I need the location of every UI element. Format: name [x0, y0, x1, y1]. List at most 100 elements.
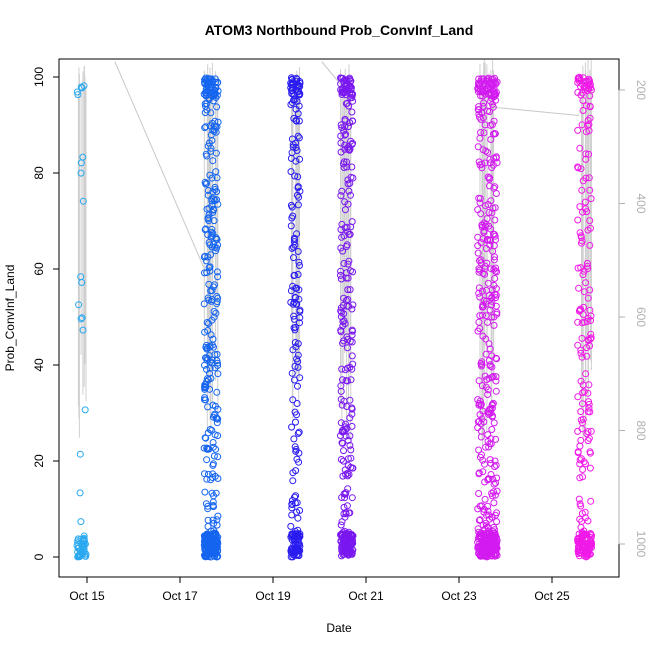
data-point — [292, 105, 300, 113]
data-point — [210, 308, 218, 315]
data-point — [584, 314, 592, 322]
data-point — [209, 335, 217, 343]
data-point — [477, 427, 485, 435]
data-point — [344, 200, 352, 208]
data-point — [342, 471, 350, 478]
data-point — [484, 527, 492, 535]
data-point — [295, 286, 303, 294]
data-point — [291, 339, 299, 346]
data-point — [208, 232, 216, 240]
data-point — [586, 102, 594, 110]
data-point — [474, 242, 482, 250]
data-point — [344, 336, 352, 343]
data-point — [337, 456, 345, 463]
data-point — [294, 110, 302, 118]
data-point — [348, 365, 356, 373]
data-point — [347, 376, 355, 384]
data-point — [490, 480, 498, 488]
right-tick-label: 200 — [634, 80, 648, 100]
y-tick-label: 80 — [32, 166, 46, 180]
data-point — [490, 242, 498, 250]
data-point — [481, 270, 489, 278]
data-point — [577, 408, 585, 416]
data-point — [348, 163, 356, 171]
data-point — [338, 89, 346, 96]
data-point — [493, 159, 501, 167]
right-tick-label: 400 — [634, 193, 648, 213]
data-point — [490, 321, 498, 329]
data-point — [582, 370, 590, 378]
data-point — [579, 466, 587, 473]
data-point — [486, 155, 494, 163]
data-point — [77, 159, 85, 167]
data-point — [574, 163, 582, 171]
data-point — [213, 521, 221, 529]
data-point — [209, 502, 217, 509]
data-point — [492, 91, 500, 99]
data-point — [474, 206, 482, 214]
data-point — [293, 411, 300, 419]
data-point — [479, 102, 487, 110]
data-point — [478, 358, 486, 366]
data-point — [290, 115, 298, 122]
data-point — [342, 509, 350, 516]
data-point — [200, 541, 208, 549]
data-point — [292, 139, 299, 147]
data-point — [288, 203, 296, 211]
data-point — [347, 137, 355, 145]
data-point — [579, 389, 587, 397]
data-point — [204, 187, 212, 194]
data-point — [340, 447, 347, 455]
data-point — [210, 519, 218, 527]
data-point — [490, 154, 498, 162]
data-point — [474, 249, 482, 257]
data-point — [585, 75, 593, 83]
data-point — [207, 331, 215, 339]
data-point — [341, 206, 349, 214]
data-point — [338, 220, 346, 228]
y-tick-label: 40 — [32, 358, 46, 372]
data-point — [203, 319, 211, 326]
data-point — [493, 474, 501, 482]
data-point — [206, 263, 214, 271]
data-point — [342, 426, 350, 434]
data-point — [492, 354, 500, 362]
data-point — [475, 490, 483, 497]
data-point — [481, 372, 489, 380]
data-point — [341, 198, 349, 206]
data-point — [201, 396, 208, 404]
data-point — [577, 346, 585, 354]
data-point — [583, 352, 591, 360]
data-point — [208, 202, 216, 210]
data-point — [484, 107, 491, 115]
data-point — [81, 406, 89, 414]
data-point — [202, 434, 210, 442]
data-point — [294, 429, 302, 437]
data-point — [346, 441, 354, 449]
data-point — [475, 470, 483, 478]
data-point — [479, 269, 487, 277]
data-point — [343, 377, 351, 385]
data-point — [482, 443, 490, 451]
data-point — [347, 86, 355, 94]
data-point — [210, 452, 218, 460]
data-point — [487, 136, 495, 143]
data-point — [488, 374, 496, 382]
data-point — [574, 264, 582, 272]
data-point — [212, 309, 220, 317]
data-point — [475, 289, 483, 297]
data-point — [485, 209, 493, 216]
data-point — [295, 458, 303, 466]
data-point — [349, 301, 357, 309]
data-point — [474, 525, 482, 533]
x-axis: Oct 15 Oct 17 Oct 19 Oct 21 Oct 23 Oct 25 — [69, 576, 570, 603]
data-point — [586, 449, 594, 457]
data-point — [339, 84, 347, 92]
data-point — [574, 216, 582, 224]
data-point — [207, 251, 215, 259]
data-point — [585, 121, 593, 128]
data-point — [290, 272, 298, 280]
data-point — [488, 121, 496, 129]
y-tick-label: 60 — [32, 262, 46, 276]
data-point — [209, 516, 217, 524]
